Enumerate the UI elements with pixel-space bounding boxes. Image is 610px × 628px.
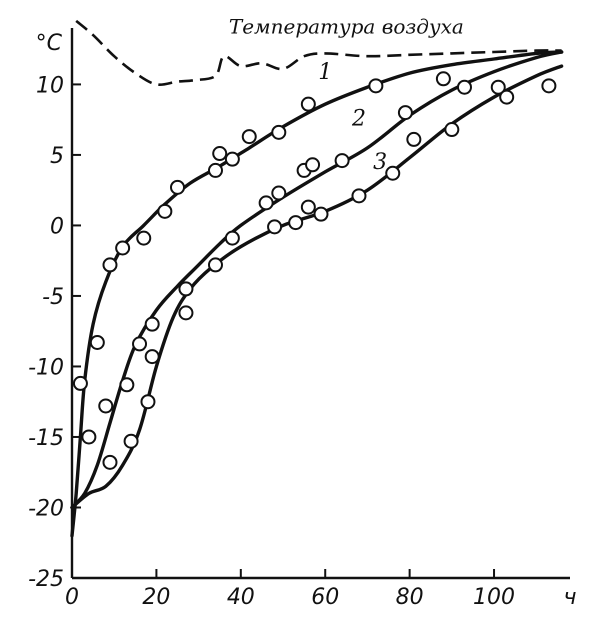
series-1-point xyxy=(271,124,287,140)
series-2-point xyxy=(271,185,287,201)
y-tick-label: -10 xyxy=(28,355,64,380)
series-3-point xyxy=(267,219,283,235)
series-3-point xyxy=(313,206,329,222)
y-tick-label: 10 xyxy=(36,73,64,98)
x-tick-label: 60 xyxy=(311,585,339,610)
series-3-point xyxy=(444,122,460,138)
y-tick-label: 5 xyxy=(50,144,64,169)
x-tick-label: 80 xyxy=(396,585,424,610)
series-2-label: 2 xyxy=(351,106,366,131)
series-2-point xyxy=(178,281,194,297)
series-3-label: 3 xyxy=(373,150,387,175)
series-1-point xyxy=(207,162,223,178)
series-1-point xyxy=(115,240,131,256)
series-3-point xyxy=(351,188,367,204)
series-1-point xyxy=(212,146,228,162)
series-3-point xyxy=(123,433,139,449)
x-tick-label: 100 xyxy=(473,585,515,610)
series-3-point xyxy=(178,305,194,321)
series-1-point xyxy=(490,79,506,95)
curves xyxy=(70,19,564,538)
series-2-point xyxy=(334,153,350,169)
series-1-point xyxy=(435,71,451,87)
series-2-point xyxy=(258,195,274,211)
series-1-line xyxy=(70,50,564,538)
series-1-point xyxy=(89,334,105,350)
x-tick-label: 20 xyxy=(142,585,170,610)
series-3-point xyxy=(300,199,316,215)
x-tick-label: 0 xyxy=(65,585,79,610)
series-2-point xyxy=(499,89,515,105)
y-tick-label: 0 xyxy=(50,214,64,239)
series-2-point xyxy=(119,377,135,393)
series-3-point xyxy=(207,257,223,273)
series-1-point xyxy=(102,257,118,273)
series-1-point xyxy=(300,96,316,112)
y-tick-label: -25 xyxy=(28,567,64,592)
x-tick-label: 40 xyxy=(227,585,255,610)
series-1-point xyxy=(157,203,173,219)
series-3-point xyxy=(144,349,160,365)
series-2-point xyxy=(132,336,148,352)
series-3-point xyxy=(288,215,304,231)
series-1-point xyxy=(170,179,186,195)
series-2-point xyxy=(305,157,321,173)
series-1-point xyxy=(368,78,384,94)
y-tick-label: -5 xyxy=(42,285,64,310)
y-tick-label: -20 xyxy=(28,496,64,521)
series-1-point xyxy=(456,79,472,95)
series-3-point xyxy=(541,78,557,94)
data-points xyxy=(72,71,557,470)
series-3-line xyxy=(70,64,564,510)
series-2-line xyxy=(70,50,564,510)
series-1-point xyxy=(241,129,257,145)
series-2-point xyxy=(144,316,160,332)
series-1-point xyxy=(72,375,88,391)
series-3-point xyxy=(385,165,401,181)
y-tick-label: -15 xyxy=(28,426,64,451)
series-2-point xyxy=(224,230,240,246)
x-unit-label: ч xyxy=(564,585,577,610)
axes xyxy=(70,28,570,580)
air-temperature-annotation: Температура воздуха xyxy=(229,15,464,39)
series-3-point xyxy=(140,394,156,410)
series-1-point xyxy=(81,429,97,445)
series-1-point xyxy=(136,230,152,246)
ticks xyxy=(71,83,496,579)
y-unit-label: °С xyxy=(36,31,63,56)
series-1-label: 1 xyxy=(318,60,332,85)
series-3-point xyxy=(406,131,422,147)
air-temperature-line xyxy=(75,19,562,87)
series-2-point xyxy=(397,105,413,121)
series-2-point xyxy=(102,454,118,470)
series-2-point xyxy=(98,398,114,414)
series-1-point xyxy=(224,151,240,167)
